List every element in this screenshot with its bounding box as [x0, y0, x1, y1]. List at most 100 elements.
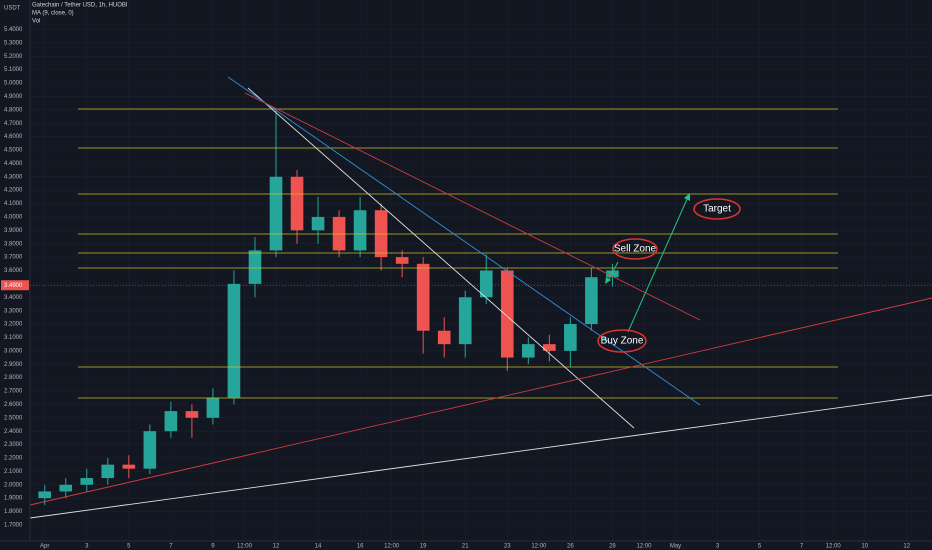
y-tick-label: 1.7000	[4, 523, 23, 529]
x-tick-label: 3	[85, 544, 89, 550]
y-tick-label: 4.4000	[4, 161, 23, 167]
y-tick-label: 4.3000	[4, 174, 23, 180]
candle-body	[311, 216, 325, 231]
y-tick-label: 2.5000	[4, 415, 23, 421]
y-tick-label: 4.0000	[4, 215, 23, 221]
y-tick-label: 1.8000	[4, 509, 23, 515]
x-tick-label: 23	[504, 544, 511, 550]
candle-body	[143, 431, 157, 469]
candle-body	[500, 270, 514, 358]
x-tick-label: 21	[462, 544, 469, 550]
y-tick-label: 2.1000	[4, 469, 23, 475]
x-tick-label: May	[670, 544, 681, 550]
y-tick-label: 5.4000	[4, 27, 23, 33]
x-tick-label: 16	[357, 544, 364, 550]
candle-body	[122, 464, 136, 469]
candle-body	[479, 270, 493, 298]
x-tick-label: 28	[609, 544, 616, 550]
candle-body	[353, 210, 367, 251]
y-tick-label: 2.2000	[4, 456, 23, 462]
y-tick-label: 4.1000	[4, 201, 23, 207]
y-tick-label: 3.3000	[4, 308, 23, 314]
y-tick-label: 4.2000	[4, 188, 23, 194]
last-price-tag	[1, 280, 29, 291]
candle-body	[185, 411, 199, 418]
x-tick-label: Apr	[40, 544, 49, 550]
x-tick-label: 12:00	[531, 544, 547, 550]
annotation-ellipse	[612, 238, 658, 260]
drawings: Target Sell Zone Buy Zone	[29, 76, 932, 519]
candle-body	[395, 257, 409, 264]
candle-body	[437, 330, 451, 345]
trend-line	[29, 394, 932, 519]
y-tick-label: 2.7000	[4, 389, 23, 395]
y-tick-label: 5.3000	[4, 40, 23, 46]
x-tick-label: 12:00	[384, 544, 400, 550]
indicator-label: MA (9, close, 0)	[32, 11, 74, 17]
candle-body	[206, 397, 220, 418]
candle-body	[564, 324, 577, 351]
horizontal-levels	[78, 108, 838, 399]
x-tick-label: 12:00	[826, 544, 842, 550]
trend-line	[247, 87, 635, 429]
candle-body	[585, 277, 598, 325]
y-tick-label: 3.7000	[4, 255, 23, 261]
x-tick-label: 19	[420, 544, 427, 550]
y-tick-label: 3.1000	[4, 335, 23, 341]
annotation-text: Sell Zone	[614, 244, 657, 255]
x-tick-label: 5	[127, 544, 131, 550]
annotation-ellipse	[693, 198, 741, 220]
x-tick-label: 9	[211, 544, 215, 550]
candle-body	[269, 176, 283, 251]
candles	[38, 109, 619, 505]
candle-body	[59, 484, 73, 492]
y-tick-label: 2.9000	[4, 362, 23, 368]
chart-title: Gatechain / Tether USD, 1h, HUOBI	[32, 3, 128, 9]
annotation-text: Buy Zone	[601, 336, 644, 347]
y-tick-label: 4.7000	[4, 121, 23, 127]
candle-body	[164, 411, 178, 432]
candle-body	[416, 263, 430, 331]
trend-line	[244, 92, 701, 321]
y-tick-label: 2.4000	[4, 429, 23, 435]
y-tick-label: 5.0000	[4, 81, 23, 87]
y-tick-label: 3.8000	[4, 241, 23, 247]
currency-label: USDT	[4, 6, 21, 12]
arrow	[627, 196, 689, 333]
x-tick-label: 12:00	[636, 544, 652, 550]
trend-line	[29, 297, 932, 506]
y-tick-label: 2.6000	[4, 402, 23, 408]
grid	[30, 0, 932, 541]
candle-body	[290, 176, 304, 231]
x-tick-label: 12:00	[237, 544, 253, 550]
y-tick-label: 3.9000	[4, 228, 23, 234]
candle-body	[227, 283, 241, 398]
y-tick-label: 3.0000	[4, 348, 23, 354]
y-tick-label: 5.2000	[4, 54, 23, 60]
y-tick-label: 4.5000	[4, 148, 23, 154]
candle-body	[522, 344, 535, 358]
arrow	[607, 261, 619, 282]
x-tick-label: 14	[315, 544, 322, 550]
volume-label: Vol	[32, 19, 40, 25]
y-tick-label: 4.8000	[4, 107, 23, 113]
y-tick-label: 3.4000	[4, 295, 23, 301]
x-tick-label: 12	[273, 544, 280, 550]
candle-body	[101, 464, 115, 479]
trend-line	[227, 76, 701, 406]
x-tick-label: 5	[758, 544, 762, 550]
y-tick-label: 3.2000	[4, 322, 23, 328]
x-tick-label: 10	[861, 544, 868, 550]
x-tick-label: 7	[800, 544, 804, 550]
arrow-head	[605, 277, 611, 284]
annotation-ellipse	[597, 329, 647, 353]
x-tick-label: 3	[716, 544, 720, 550]
annotation-text: Target	[703, 204, 731, 215]
candle-body	[458, 297, 472, 345]
candle-body	[606, 270, 619, 278]
x-tick-label: 26	[567, 544, 574, 550]
candle-body	[80, 478, 94, 485]
